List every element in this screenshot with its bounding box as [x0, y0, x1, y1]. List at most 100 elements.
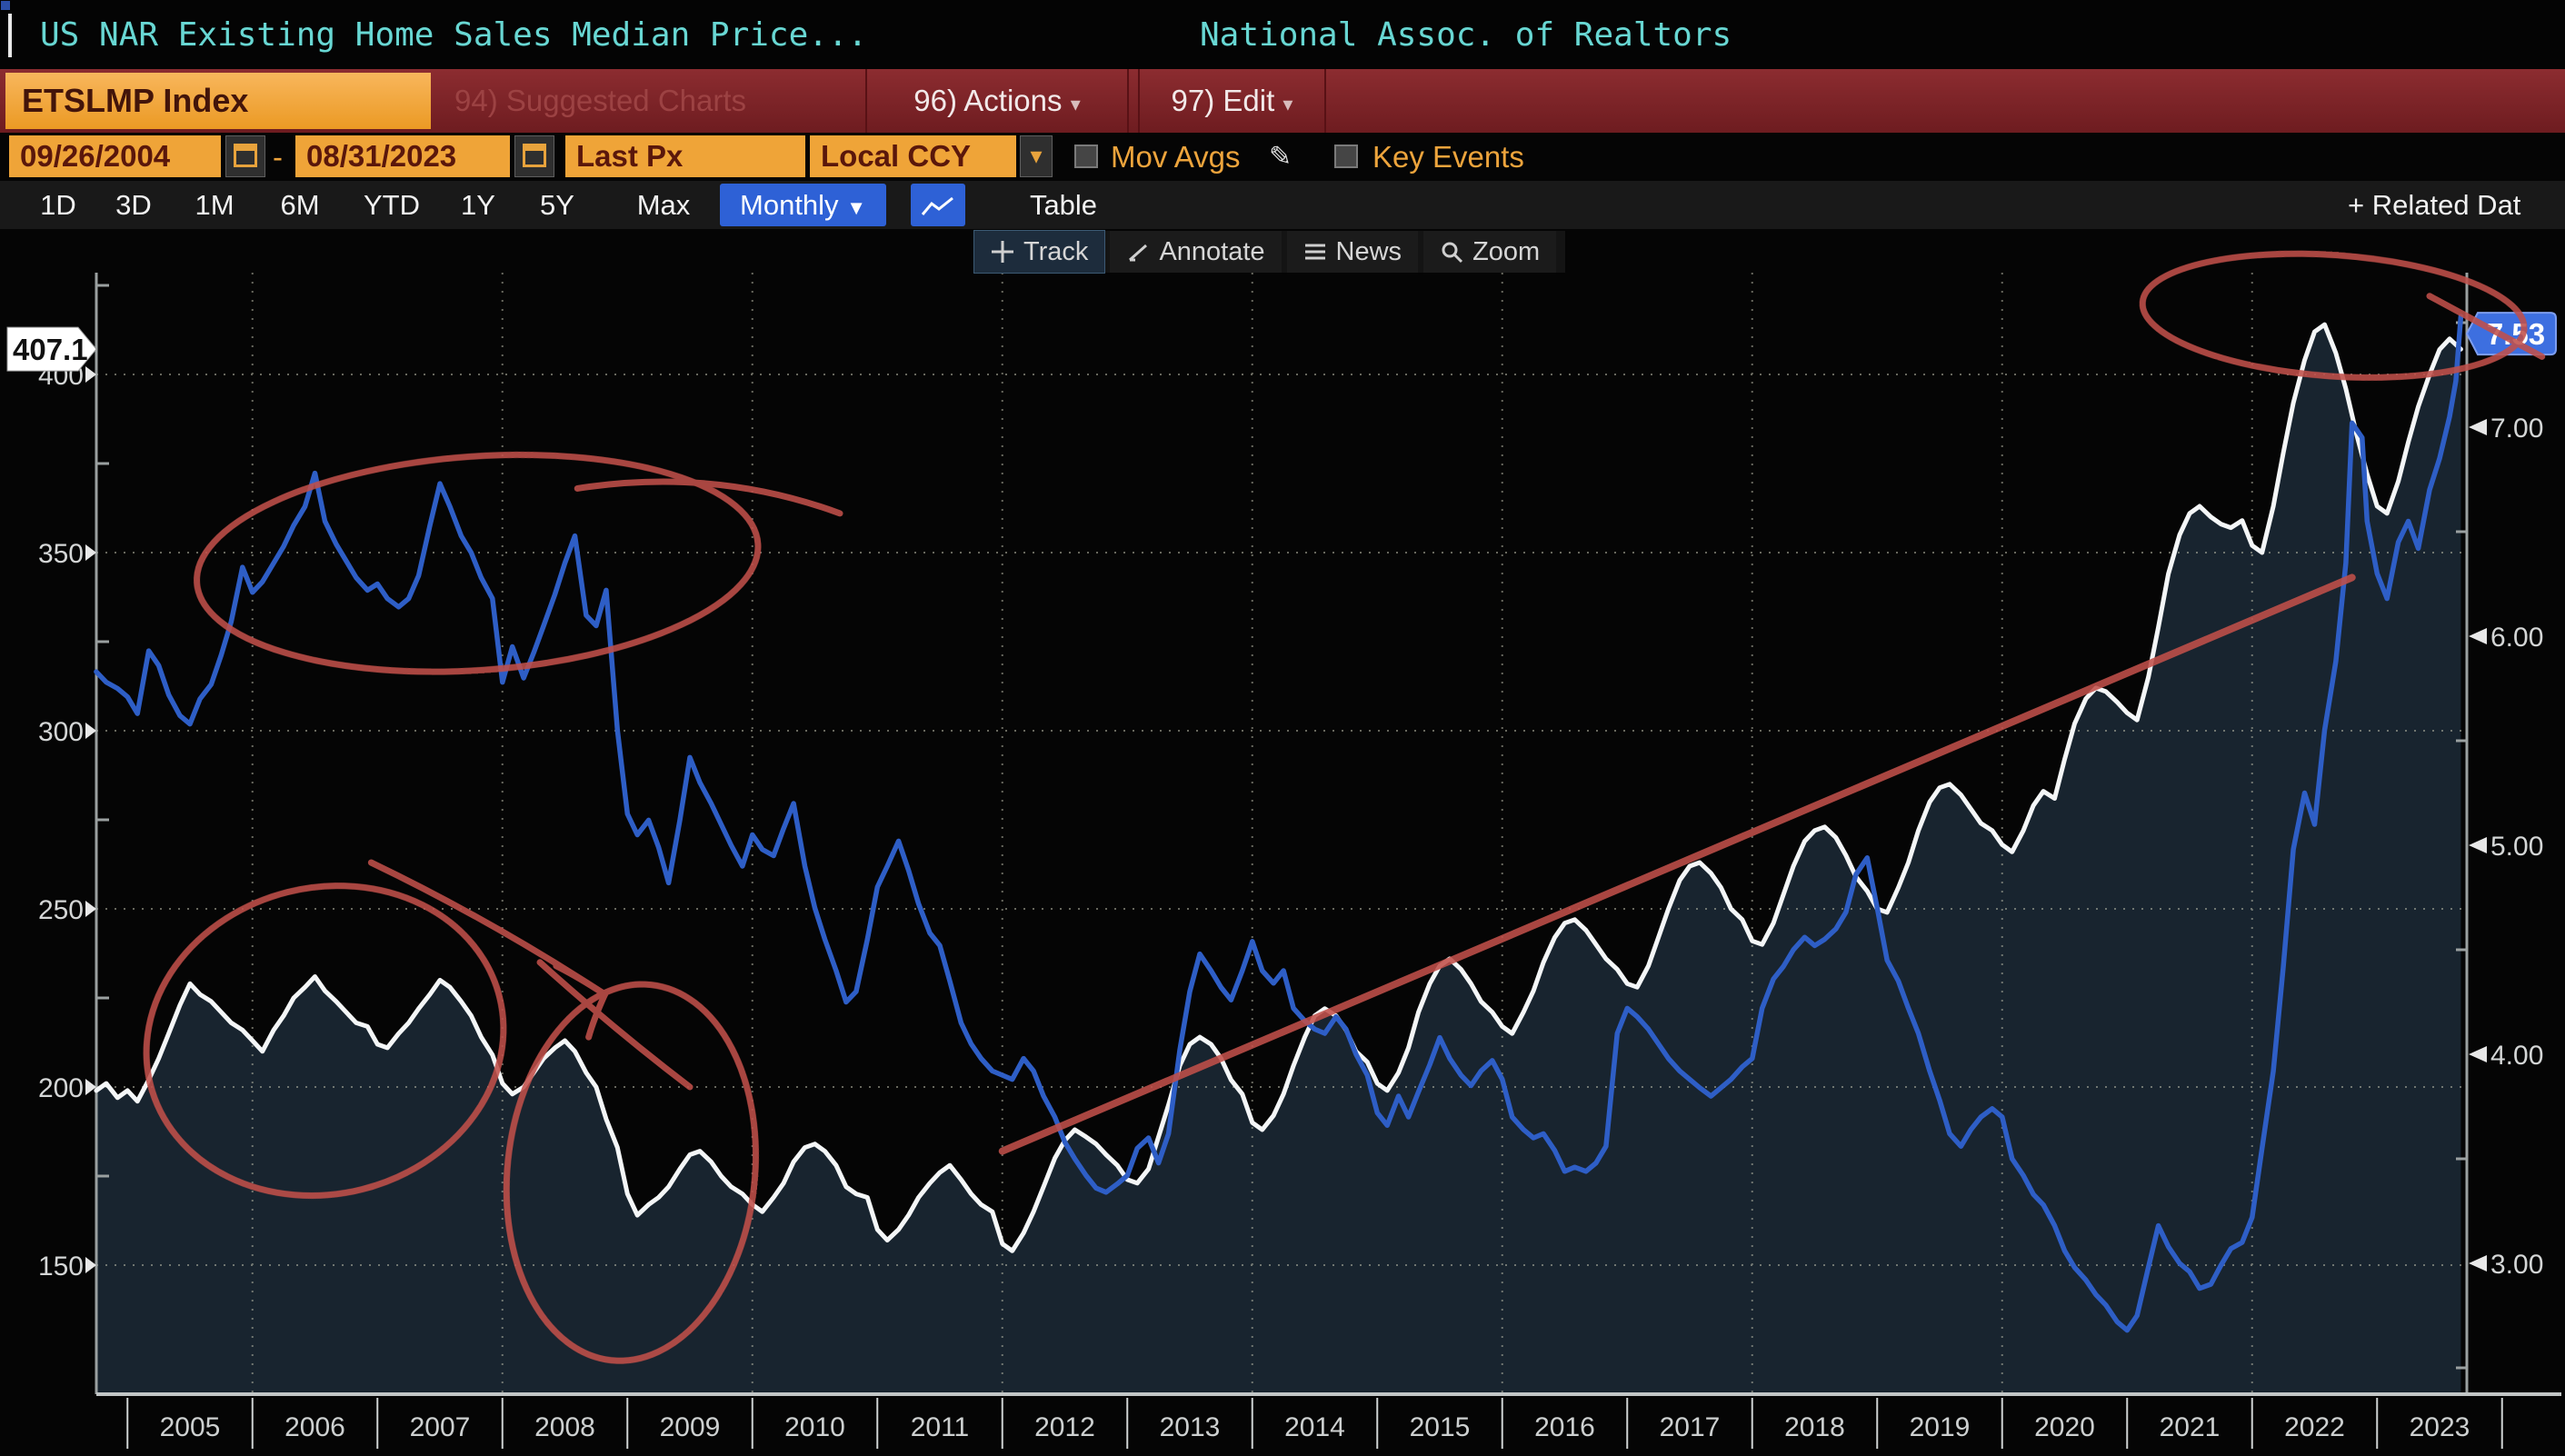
pencil-icon — [1129, 244, 1148, 262]
mov-avgs-label: Mov Avgs — [1111, 140, 1241, 174]
currency-select[interactable]: Local CCY — [810, 135, 1016, 177]
range-button-ytd[interactable]: YTD — [364, 189, 420, 221]
range-button-3d[interactable]: 3D — [115, 189, 152, 221]
svg-text:2017: 2017 — [1660, 1412, 1721, 1442]
news-list-icon — [1304, 244, 1325, 260]
annotation-price-crash-circle — [503, 981, 759, 1364]
edit-menu-button[interactable]: 97) Edit ▾ — [1138, 69, 1326, 133]
end-date-input[interactable]: 08/31/2023 — [295, 135, 510, 177]
svg-text:2011: 2011 — [911, 1412, 970, 1442]
news-label: News — [1335, 237, 1402, 266]
suggested-charts-button[interactable]: 94) Suggested Charts — [454, 84, 747, 117]
chevron-down-icon: ▾ — [1070, 93, 1081, 115]
annotate-label: Annotate — [1159, 237, 1265, 266]
actions-menu-button[interactable]: 96) Actions ▾ — [865, 69, 1129, 133]
svg-text:2014: 2014 — [1284, 1412, 1345, 1442]
svg-text:250: 250 — [38, 895, 84, 925]
line-chart-icon — [921, 196, 953, 215]
svg-text:2007: 2007 — [410, 1412, 471, 1442]
range-button-1d[interactable]: 1D — [40, 189, 76, 221]
chart-settings-bar: 09/26/2004 - 08/31/2023 Last Px Local CC… — [0, 133, 2565, 181]
range-button-1m[interactable]: 1M — [195, 189, 235, 221]
price-field-select[interactable]: Last Px — [565, 135, 805, 177]
calendar-icon[interactable] — [514, 135, 554, 177]
range-button-6m[interactable]: 6M — [280, 189, 320, 221]
edit-label: 97) Edit — [1171, 84, 1275, 117]
period-select[interactable]: Monthly ▼ — [720, 184, 886, 226]
annotation-price-plateau-circle — [143, 883, 507, 1199]
range-button-max[interactable]: Max — [636, 189, 691, 221]
annotation-arrow-barb-2 — [585, 991, 608, 1041]
svg-text:2009: 2009 — [660, 1412, 721, 1442]
svg-text:7.00: 7.00 — [2490, 414, 2543, 444]
title-bar: US NAR Existing Home Sales Median Price.… — [0, 0, 2565, 69]
command-bar: ETSLMP Index 94) Suggested Charts 96) Ac… — [0, 69, 2565, 133]
svg-text:2016: 2016 — [1534, 1412, 1595, 1442]
svg-text:2010: 2010 — [784, 1412, 845, 1442]
svg-text:2020: 2020 — [2034, 1412, 2095, 1442]
line-chart-type-button[interactable] — [911, 184, 965, 226]
chevron-down-icon[interactable]: ▾ — [1020, 135, 1053, 177]
svg-text:5.00: 5.00 — [2490, 832, 2543, 862]
track-button[interactable]: Track — [973, 230, 1106, 274]
svg-text:300: 300 — [38, 717, 84, 747]
red-annotations — [143, 250, 2546, 1364]
annotate-button[interactable]: Annotate — [1110, 231, 1282, 273]
annotation-arrow-barb-1 — [553, 962, 608, 998]
key-events-checkbox[interactable] — [1334, 145, 1358, 168]
annotation-label-strike — [2426, 293, 2546, 360]
svg-text:2006: 2006 — [284, 1412, 345, 1442]
svg-text:2015: 2015 — [1410, 1412, 1471, 1442]
mov-avgs-checkbox[interactable] — [1074, 145, 1098, 168]
related-data-button[interactable]: + Related Dat — [2348, 189, 2521, 221]
svg-text:2005: 2005 — [160, 1412, 221, 1442]
right-axis: 7.00 6.00 5.00 4.00 3.00 — [2456, 321, 2543, 1370]
pencil-icon[interactable]: ✎ — [1269, 142, 1292, 172]
svg-text:2018: 2018 — [1784, 1412, 1845, 1442]
range-button-1y[interactable]: 1Y — [461, 189, 495, 221]
news-button[interactable]: News — [1286, 231, 1419, 273]
table-view-button[interactable]: Table — [1029, 189, 1098, 221]
svg-text:2019: 2019 — [1910, 1412, 1971, 1442]
svg-text:4.00: 4.00 — [2490, 1041, 2543, 1071]
svg-text:6.00: 6.00 — [2490, 623, 2543, 653]
svg-text:2021: 2021 — [2160, 1412, 2221, 1442]
text-cursor — [8, 14, 12, 57]
svg-text:3.00: 3.00 — [2490, 1250, 2543, 1280]
annotation-rate-spike-circle — [2139, 250, 2528, 381]
svg-text:350: 350 — [38, 539, 84, 569]
magnifier-icon — [1442, 242, 1463, 264]
annotation-arrow-second — [536, 959, 694, 1091]
calendar-icon[interactable] — [225, 135, 265, 177]
annotation-rate-peaks-circle — [194, 451, 762, 675]
svg-text:2012: 2012 — [1034, 1412, 1095, 1442]
date-range-separator: - — [273, 140, 283, 174]
svg-text:2023: 2023 — [2410, 1412, 2470, 1442]
series-median-price — [94, 322, 2463, 1253]
series-mortgage-rate — [94, 314, 2464, 1333]
annotation-circle-overshoot — [574, 478, 843, 517]
security-title: US NAR Existing Home Sales Median Price.… — [40, 16, 868, 54]
start-date-input[interactable]: 09/26/2004 — [9, 135, 221, 177]
zoom-label: Zoom — [1472, 237, 1541, 266]
zoom-button[interactable]: Zoom — [1423, 231, 1557, 273]
ticker-input[interactable]: ETSLMP Index — [5, 73, 431, 129]
price-area-fill — [96, 324, 2461, 1394]
chevron-down-icon: ▼ — [846, 196, 866, 219]
last-price-tag: 407.1 — [6, 326, 97, 372]
svg-text:150: 150 — [38, 1252, 84, 1281]
annotation-trend-line — [998, 573, 2356, 1155]
track-label: Track — [1023, 237, 1089, 266]
actions-label: 96) Actions — [913, 84, 1063, 117]
svg-text:2022: 2022 — [2284, 1412, 2345, 1442]
svg-text:2013: 2013 — [1160, 1412, 1221, 1442]
period-label: Monthly — [740, 189, 839, 221]
window-corner-dot — [1, 1, 10, 10]
range-button-5y[interactable]: 5Y — [540, 189, 574, 221]
key-events-label: Key Events — [1372, 140, 1524, 174]
chart-toolbar: Track Annotate News Zoom — [973, 230, 1565, 274]
svg-text:407.1: 407.1 — [13, 333, 88, 366]
